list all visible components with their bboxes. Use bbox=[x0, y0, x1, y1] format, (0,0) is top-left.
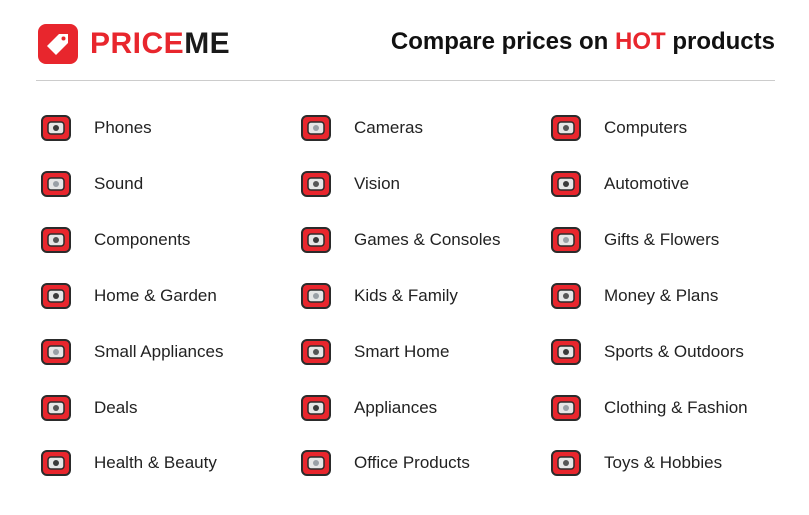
category-label: Small Appliances bbox=[94, 342, 224, 361]
priceme-logo[interactable]: PRICEME bbox=[38, 24, 230, 64]
category-label: Vision bbox=[354, 174, 400, 193]
balls-icon bbox=[546, 332, 586, 372]
washing-machine-icon bbox=[296, 388, 336, 428]
category-automotive[interactable]: Automotive bbox=[546, 164, 689, 204]
category-label: Money & Plans bbox=[604, 286, 719, 305]
tag-icon bbox=[36, 388, 76, 428]
category-sports-outdoors[interactable]: Sports & Outdoors bbox=[546, 332, 744, 372]
cosmetics-icon bbox=[36, 443, 76, 483]
house-plant-icon bbox=[36, 276, 76, 316]
camera-icon bbox=[296, 108, 336, 148]
category-money-plans[interactable]: Money & Plans bbox=[546, 276, 718, 316]
category-label: Deals bbox=[94, 398, 138, 417]
category-label: Automotive bbox=[604, 174, 690, 193]
category-label: Phones bbox=[94, 118, 152, 137]
category-label: Sports & Outdoors bbox=[604, 342, 744, 361]
kettle-icon bbox=[36, 332, 76, 372]
category-clothing-fashion[interactable]: Clothing & Fashion bbox=[546, 388, 748, 428]
pen-holder-icon bbox=[296, 443, 336, 483]
category-label: Clothing & Fashion bbox=[604, 398, 748, 417]
gamepad-icon bbox=[296, 220, 336, 260]
tv-icon bbox=[296, 164, 336, 204]
category-label: Gifts & Flowers bbox=[604, 230, 720, 249]
category-label: Cameras bbox=[354, 118, 423, 137]
category-label: Toys & Hobbies bbox=[604, 453, 723, 472]
tagline-pre: Compare prices on bbox=[390, 28, 615, 55]
category-label: Sound bbox=[94, 174, 144, 193]
category-smart-home[interactable]: Smart Home bbox=[296, 332, 449, 372]
category-label: Games & Consoles bbox=[354, 230, 501, 249]
category-label: Appliances bbox=[354, 398, 438, 417]
category-appliances[interactable]: Appliances bbox=[296, 388, 437, 428]
category-small-appliances[interactable]: Small Appliances bbox=[36, 332, 223, 372]
category-toys-hobbies[interactable]: Toys & Hobbies bbox=[546, 443, 722, 483]
category-cameras[interactable]: Cameras bbox=[296, 108, 423, 148]
brand-name-dark: ME bbox=[184, 27, 231, 60]
category-label: Computers bbox=[604, 118, 688, 137]
piggy-bank-icon bbox=[546, 276, 586, 316]
tagline-post: products bbox=[665, 28, 775, 55]
category-label: Components bbox=[94, 230, 191, 249]
kid-blocks-icon bbox=[296, 276, 336, 316]
category-components[interactable]: Components bbox=[36, 220, 190, 260]
brand-name-red: PRICE bbox=[90, 27, 185, 60]
tagline: Compare prices on HOT products bbox=[391, 28, 775, 56]
category-gifts-flowers[interactable]: Gifts & Flowers bbox=[546, 220, 719, 260]
category-deals[interactable]: Deals bbox=[36, 388, 137, 428]
category-label: Kids & Family bbox=[354, 286, 458, 305]
category-games-consoles[interactable]: Games & Consoles bbox=[296, 220, 500, 260]
speaker-icon bbox=[36, 164, 76, 204]
flowers-icon bbox=[546, 220, 586, 260]
steering-wheel-icon bbox=[546, 164, 586, 204]
header-divider bbox=[36, 80, 775, 81]
rocking-horse-icon bbox=[546, 443, 586, 483]
computer-icon bbox=[546, 108, 586, 148]
category-home-garden[interactable]: Home & Garden bbox=[36, 276, 217, 316]
graphics-card-icon bbox=[36, 220, 76, 260]
category-sound[interactable]: Sound bbox=[36, 164, 143, 204]
category-phones[interactable]: Phones bbox=[36, 108, 152, 148]
smart-home-icon bbox=[296, 332, 336, 372]
tagline-hot: HOT bbox=[614, 28, 666, 55]
category-label: Home & Garden bbox=[94, 286, 217, 305]
phone-icon bbox=[36, 108, 76, 148]
category-kids-family[interactable]: Kids & Family bbox=[296, 276, 458, 316]
shirt-icon bbox=[546, 388, 586, 428]
category-computers[interactable]: Computers bbox=[546, 108, 687, 148]
category-office-products[interactable]: Office Products bbox=[296, 443, 470, 483]
category-label: Office Products bbox=[354, 453, 470, 472]
category-label: Smart Home bbox=[354, 342, 450, 361]
category-label: Health & Beauty bbox=[94, 453, 217, 472]
brand-name: PRICEME bbox=[90, 27, 230, 61]
price-tag-icon bbox=[38, 24, 78, 64]
category-health-beauty[interactable]: Health & Beauty bbox=[36, 443, 217, 483]
category-vision[interactable]: Vision bbox=[296, 164, 400, 204]
